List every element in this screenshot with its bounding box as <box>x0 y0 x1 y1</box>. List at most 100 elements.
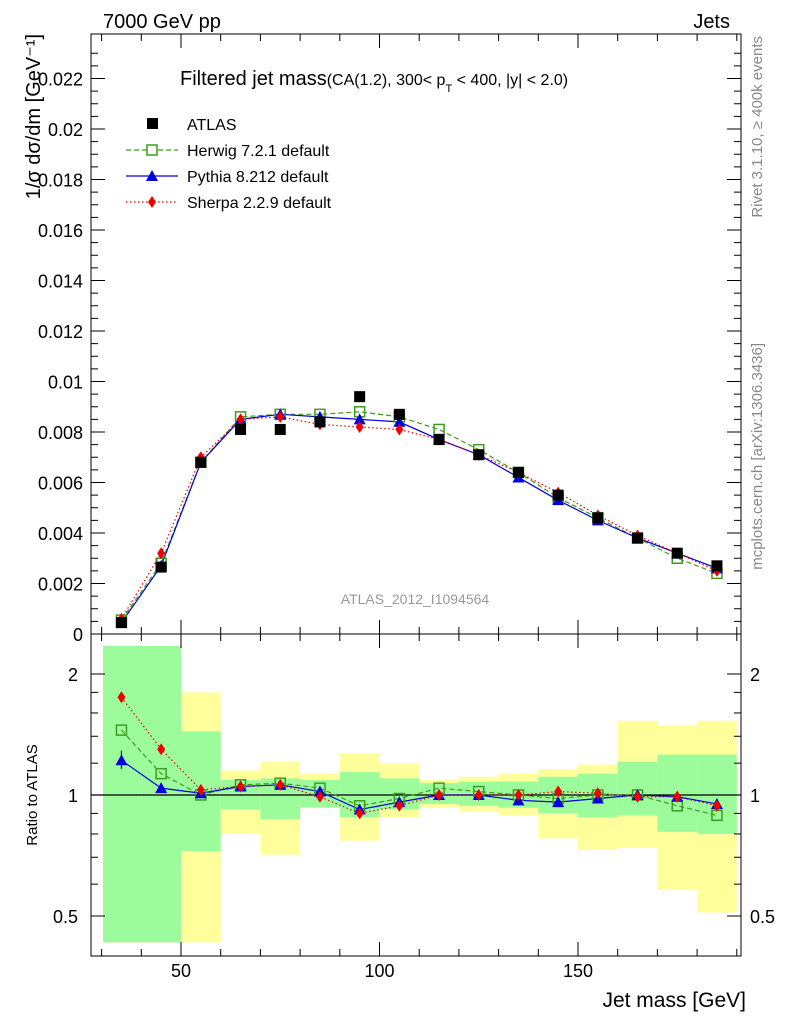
pythia-point <box>353 413 366 425</box>
main-y-tick-label: 0.02 <box>48 120 83 140</box>
pythia-point <box>155 782 168 794</box>
xaxis-label: Jet mass [GeV] <box>602 989 746 1012</box>
atlas-point <box>592 512 604 524</box>
herwig-point <box>115 724 128 736</box>
pythia-line <box>120 413 718 623</box>
main-y-tick-label: 0.022 <box>38 70 83 90</box>
ratio-y-tick-label: 1 <box>68 786 78 806</box>
title-cut-suffix: < 400, |y| < 2.0) <box>452 72 568 89</box>
side-source-text: mcplots.cern.ch [arXiv:1306.3436] <box>749 343 766 570</box>
x-tick-label: 50 <box>171 961 191 981</box>
sherpa-point <box>236 780 245 793</box>
legend-entry-pythia: Pythia 8.212 default <box>126 169 329 186</box>
sherpa-line <box>120 416 718 620</box>
main-y-tick-label: 0.018 <box>38 171 83 191</box>
herwig-point <box>155 767 167 780</box>
band-inner-bin <box>697 754 737 834</box>
sherpa-point <box>633 790 642 803</box>
atlas-point <box>274 423 286 435</box>
band-inner-bin <box>103 645 142 943</box>
ratio-uncertainty-bands <box>103 645 737 943</box>
sherpa-point <box>395 799 404 812</box>
sherpa-point <box>276 410 285 423</box>
pythia-point <box>393 415 406 427</box>
legend: ATLAS Herwig 7.2.1 default Pythia 8.212 … <box>126 117 332 212</box>
ratio-y-tick-label: 0.5 <box>53 907 78 927</box>
atlas-point <box>314 416 326 428</box>
sherpa-point <box>355 807 364 820</box>
main-y-tick-label: 0.006 <box>38 474 83 494</box>
x-tick-label: 100 <box>364 961 394 981</box>
main-ylabel: 1/σ dσ/dm [GeV⁻¹] <box>23 34 45 199</box>
atlas-point <box>512 466 524 478</box>
legend-entry-herwig: Herwig 7.2.1 default <box>126 143 330 160</box>
header-left: 7000 GeV pp <box>103 11 221 33</box>
pythia-line <box>121 759 718 811</box>
atlas-point <box>433 434 445 446</box>
sherpa-point <box>157 547 166 560</box>
sherpa-point <box>474 789 483 801</box>
ratio-y-tick-label-right: 2 <box>750 665 760 685</box>
sherpa-point <box>593 787 602 800</box>
sherpa-point <box>276 778 285 791</box>
sherpa-point <box>395 423 404 436</box>
atlas-point <box>711 560 723 572</box>
legend-sherpa-marker <box>148 196 156 208</box>
herwig-line <box>120 411 718 621</box>
side-version-text: Rivet 3.1.10, ≥ 400k events <box>749 36 766 218</box>
legend-entry-atlas: ATLAS <box>147 117 237 134</box>
legend-atlas-label: ATLAS <box>187 117 237 134</box>
axis-tick-labels: 50 100 150 0 0.002 0.004 0.006 0.008 0.01 0.012 0.… <box>38 70 775 982</box>
sherpa-point <box>673 790 682 803</box>
main-y-tick-label: 0.004 <box>38 524 83 544</box>
main-y-tick-label: 0.01 <box>48 373 83 393</box>
sherpa-point <box>315 790 324 803</box>
title-cut-prefix: (CA(1.2), 300< p <box>327 72 446 89</box>
atlas-point <box>393 408 405 420</box>
sherpa-point <box>196 783 205 796</box>
pythia-point <box>552 796 565 808</box>
herwig-point <box>433 423 445 436</box>
sherpa-point <box>117 691 126 704</box>
sherpa-point <box>554 785 563 798</box>
main-panel-series <box>115 391 723 629</box>
analysis-watermark: ATLAS_2012_I1094564 <box>341 591 490 607</box>
atlas-point <box>195 456 207 468</box>
pythia-point <box>115 754 128 766</box>
sherpa-point <box>236 413 245 426</box>
sherpa-point <box>435 789 444 801</box>
header-right: Jets <box>693 11 730 33</box>
ratio-panel-series <box>115 691 723 822</box>
ratio-y-tick-label-right: 0.5 <box>750 907 775 927</box>
main-y-tick-label: 0.002 <box>38 575 83 595</box>
main-y-tick-label: 0 <box>73 625 83 645</box>
atlas-point <box>115 617 127 629</box>
main-y-tick-label: 0.008 <box>38 423 83 443</box>
legend-pythia-marker <box>146 170 158 181</box>
atlas-point <box>354 391 366 403</box>
main-y-tick-label: 0.016 <box>38 221 83 241</box>
sherpa-point <box>157 743 166 756</box>
sherpa-point <box>355 420 364 433</box>
sherpa-point <box>514 789 523 801</box>
legend-herwig-marker <box>146 144 158 156</box>
atlas-point <box>473 449 485 461</box>
legend-entry-sherpa: Sherpa 2.2.9 default <box>126 195 332 212</box>
atlas-point <box>671 547 683 559</box>
main-y-tick-label: 0.012 <box>38 322 83 342</box>
band-inner-bin <box>141 645 181 943</box>
atlas-point <box>552 489 564 501</box>
title-cut-sub: T <box>445 83 452 95</box>
atlas-point <box>155 561 167 573</box>
main-panel-title: Filtered jet mass(CA(1.2), 300< pT < 400… <box>180 68 568 95</box>
legend-atlas-marker <box>147 118 158 129</box>
title-main: Filtered jet mass <box>180 68 327 90</box>
sherpa-point <box>712 799 721 812</box>
atlas-point <box>632 532 644 544</box>
ratio-y-tick-label: 2 <box>68 665 78 685</box>
main-y-tick-label: 0.014 <box>38 272 83 292</box>
legend-pythia-label: Pythia 8.212 default <box>187 169 329 186</box>
ratio-ylabel: Ratio to ATLAS <box>24 744 41 845</box>
legend-sherpa-label: Sherpa 2.2.9 default <box>187 195 332 212</box>
